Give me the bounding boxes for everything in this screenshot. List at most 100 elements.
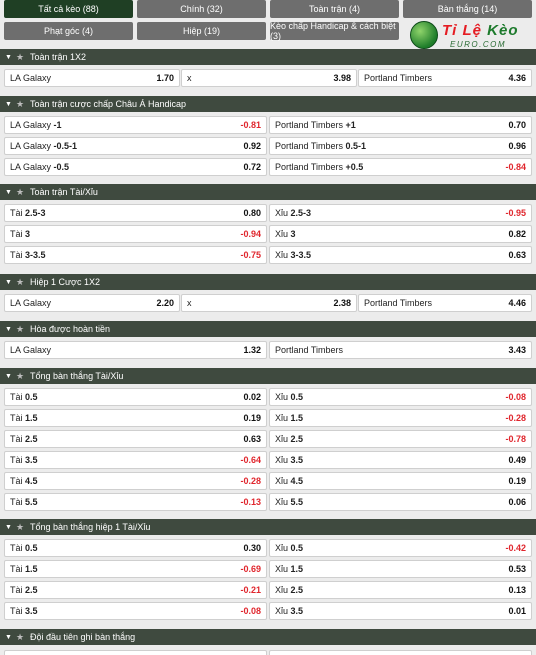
odds-cell-left[interactable]: Tài 2.5 -0.21	[4, 581, 267, 599]
section-title: Toàn trận 1X2	[30, 52, 87, 62]
odds-cell-left[interactable]: Tài 1.5 0.19	[4, 409, 267, 427]
section-header[interactable]: ▼ ★ Hiệp 1 Cược 1X2	[0, 274, 536, 290]
odds-cell-left[interactable]: LA Galaxy -1 -0.81	[4, 116, 267, 134]
odds-cell-left[interactable]: Tài 0.5 0.02	[4, 388, 267, 406]
collapse-arrow-icon[interactable]: ▼	[5, 372, 12, 380]
odds-cell-left[interactable]: Tài 3-3.5 -0.75	[4, 246, 267, 264]
tab-corners[interactable]: Phạt góc (4)	[4, 22, 133, 40]
odds-cell-right[interactable]: Xỉu 0.5 -0.42	[269, 539, 532, 557]
odds-cell-left[interactable]: Tài 4.5 -0.28	[4, 472, 267, 490]
home-odds-cell[interactable]: LA Galaxy 2.20	[4, 294, 180, 312]
odds-cell-left[interactable]	[4, 650, 267, 655]
star-icon[interactable]: ★	[15, 98, 25, 109]
odds-label: Xỉu 0.5	[275, 543, 304, 553]
odds-cell-right[interactable]: Portland Timbers 0.5-1 0.96	[269, 137, 532, 155]
away-odds-cell[interactable]: Portland Timbers 4.36	[358, 69, 532, 87]
odds-cell-right[interactable]: Xỉu 1.5 -0.28	[269, 409, 532, 427]
odds-cell-right[interactable]: Xỉu 2.5 0.13	[269, 581, 532, 599]
odds-cell-left[interactable]: Tài 1.5 -0.69	[4, 560, 267, 578]
odds-value: 0.19	[243, 413, 261, 423]
odds-value: 1.70	[156, 73, 174, 83]
star-icon[interactable]: ★	[15, 186, 25, 197]
star-icon[interactable]: ★	[15, 521, 25, 532]
odds-label: LA Galaxy -0.5-1	[10, 141, 78, 151]
odds-cell-right[interactable]: Xỉu 3-3.5 0.63	[269, 246, 532, 264]
section-header[interactable]: ▼ ★ Toàn trận cược chấp Châu Á Handicap	[0, 96, 536, 112]
odds-cell-left[interactable]: LA Galaxy -0.5-1 0.92	[4, 137, 267, 155]
odds-label: Portland Timbers +1	[275, 120, 356, 130]
odds-cell-left[interactable]: Tài 2.5 0.63	[4, 430, 267, 448]
odds-value: 0.49	[508, 455, 526, 465]
odds-cell-left[interactable]: Tài 0.5 0.30	[4, 539, 267, 557]
odds-cell-left[interactable]: Tài 3.5 -0.64	[4, 451, 267, 469]
odds-label: LA Galaxy	[10, 73, 52, 83]
section-header[interactable]: ▼ ★ Hòa được hoàn tiền	[0, 321, 536, 337]
odds-cell-left[interactable]: Tài 3 -0.94	[4, 225, 267, 243]
odds-cell-right[interactable]: Xỉu 1.5 0.53	[269, 560, 532, 578]
odds-label: Xỉu 4.5	[275, 476, 304, 486]
star-icon[interactable]: ★	[15, 631, 25, 642]
section-header[interactable]: ▼ ★ Tổng bàn thắng Tài/Xỉu	[0, 368, 536, 384]
away-odds-cell[interactable]: Portland Timbers 4.46	[358, 294, 532, 312]
home-odds-cell[interactable]: LA Galaxy 1.70	[4, 69, 180, 87]
section-header[interactable]: ▼ ★ Đội đầu tiên ghi bàn thắng	[0, 629, 536, 645]
section-title: Đội đầu tiên ghi bàn thắng	[30, 632, 136, 642]
away-odds-cell[interactable]: Portland Timbers 3.43	[269, 341, 532, 359]
home-odds-cell[interactable]: LA Galaxy 1.32	[4, 341, 267, 359]
site-logo: Tỉ Lệ Kèo EURO.COM	[402, 21, 532, 51]
odds-cell-left[interactable]: Tài 2.5-3 0.80	[4, 204, 267, 222]
collapse-arrow-icon[interactable]: ▼	[5, 523, 12, 531]
odds-cell-right[interactable]: Xỉu 5.5 0.06	[269, 493, 532, 511]
odds-cell-right[interactable]	[269, 650, 532, 655]
collapse-arrow-icon[interactable]: ▼	[5, 278, 12, 286]
tab-goals[interactable]: Bàn thắng (14)	[403, 0, 532, 18]
odds-value: -0.94	[240, 229, 261, 239]
collapse-arrow-icon[interactable]: ▼	[5, 325, 12, 333]
tab-handicap[interactable]: Kèo chấp Handicap & cách biệt (3)	[270, 21, 399, 41]
draw-odds-cell[interactable]: x 3.98	[181, 69, 357, 87]
odds-cell-right[interactable]: Xỉu 3.5 0.01	[269, 602, 532, 620]
odds-cell-right[interactable]: Xỉu 0.5 -0.08	[269, 388, 532, 406]
odds-label: Tài 0.5	[10, 392, 38, 402]
section-title: Hòa được hoàn tiền	[30, 324, 110, 334]
odds-cell-left[interactable]: Tài 5.5 -0.13	[4, 493, 267, 511]
odds-cell-right[interactable]: Portland Timbers +0.5 -0.84	[269, 158, 532, 176]
section-title: Toàn trận Tài/Xỉu	[30, 187, 98, 197]
odds-cell-right[interactable]: Xỉu 3 0.82	[269, 225, 532, 243]
tab-full-time[interactable]: Toàn trận (4)	[270, 0, 399, 18]
collapse-arrow-icon[interactable]: ▼	[5, 100, 12, 108]
odds-label: LA Galaxy -1	[10, 120, 62, 130]
odds-cell-right[interactable]: Portland Timbers +1 0.70	[269, 116, 532, 134]
odds-value: 2.20	[156, 298, 174, 308]
odds-cell-right[interactable]: Xỉu 4.5 0.19	[269, 472, 532, 490]
star-icon[interactable]: ★	[15, 276, 25, 287]
star-icon[interactable]: ★	[15, 323, 25, 334]
collapse-arrow-icon[interactable]: ▼	[5, 53, 12, 61]
odds-cell-left[interactable]: Tài 3.5 -0.08	[4, 602, 267, 620]
odds-cell-right[interactable]: Xỉu 2.5 -0.78	[269, 430, 532, 448]
odds-cell-right[interactable]: Xỉu 2.5-3 -0.95	[269, 204, 532, 222]
odds-value: -0.75	[240, 250, 261, 260]
section-header[interactable]: ▼ ★ Toàn trận 1X2	[0, 49, 536, 65]
draw-odds-cell[interactable]: x 2.38	[181, 294, 357, 312]
odds-value: 0.72	[243, 162, 261, 172]
star-icon[interactable]: ★	[15, 370, 25, 381]
odds-value: -0.84	[505, 162, 526, 172]
odds-value: 4.46	[508, 298, 526, 308]
collapse-arrow-icon[interactable]: ▼	[5, 188, 12, 196]
tab-halves[interactable]: Hiệp (19)	[137, 22, 266, 40]
collapse-arrow-icon[interactable]: ▼	[5, 633, 12, 641]
section-header[interactable]: ▼ ★ Tổng bàn thắng hiệp 1 Tài/Xỉu	[0, 519, 536, 535]
odds-label: Tài 2.5	[10, 585, 38, 595]
section-header[interactable]: ▼ ★ Toàn trận Tài/Xỉu	[0, 184, 536, 200]
star-icon[interactable]: ★	[15, 51, 25, 62]
odds-cell-right[interactable]: Xỉu 3.5 0.49	[269, 451, 532, 469]
odds-cell-left[interactable]: LA Galaxy -0.5 0.72	[4, 158, 267, 176]
tab-main[interactable]: Chính (32)	[137, 0, 266, 18]
odds-value: 0.80	[243, 208, 261, 218]
football-icon	[410, 21, 438, 49]
section-title: Toàn trận cược chấp Châu Á Handicap	[30, 99, 187, 109]
tab-all[interactable]: Tất cả kèo (88)	[4, 0, 133, 18]
odds-value: 0.63	[508, 250, 526, 260]
odds-label: Tài 3.5	[10, 455, 38, 465]
